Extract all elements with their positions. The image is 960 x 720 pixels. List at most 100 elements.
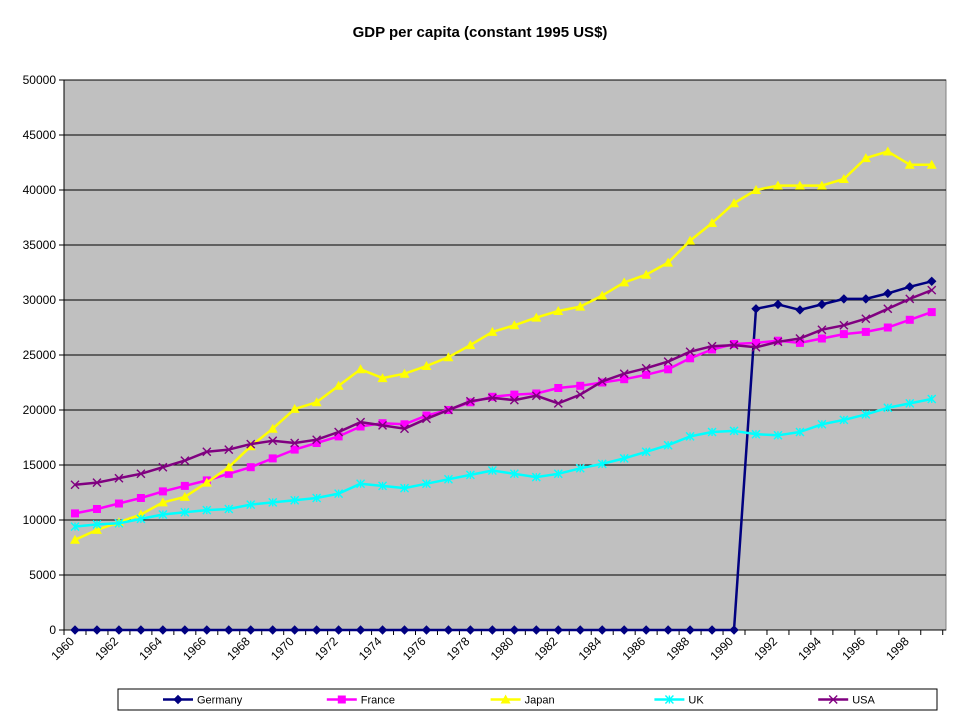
data-point (641, 625, 651, 635)
data-point (92, 625, 102, 635)
data-point (597, 376, 607, 386)
data-point (510, 390, 519, 399)
marker-stroke (663, 357, 673, 367)
marker-stroke (465, 396, 475, 406)
legend-label: Germany (197, 695, 243, 707)
data-point (816, 180, 827, 190)
data-point (158, 487, 167, 496)
legend-item-japan: Japan (490, 694, 555, 707)
data-point (685, 625, 695, 635)
marker-stroke (641, 363, 651, 373)
marker-stroke (861, 314, 871, 324)
data-point (356, 422, 365, 431)
marker-stroke (707, 341, 717, 351)
data-point (509, 469, 519, 479)
marker-stroke (421, 414, 431, 424)
data-point (421, 361, 432, 370)
data-point (136, 514, 146, 524)
marker-stroke (817, 325, 827, 335)
data-point (553, 306, 564, 315)
data-point (664, 365, 673, 374)
y-tick-label: 30000 (23, 293, 57, 307)
data-point (575, 390, 585, 400)
data-point (619, 453, 629, 463)
data-point (619, 277, 630, 287)
data-point (267, 423, 278, 433)
marker-stroke (839, 320, 849, 330)
marker-stroke (729, 340, 739, 350)
marker-stroke (751, 342, 761, 352)
data-point (487, 625, 498, 635)
data-point (531, 472, 541, 482)
data-point (707, 427, 717, 437)
series-line (74, 150, 932, 541)
data-point (173, 694, 183, 705)
x-tick-label: 1982 (532, 634, 561, 663)
data-point (620, 375, 629, 384)
data-point (400, 420, 409, 429)
x-axis-ticks: 1960 1962 1964 1966 1968 1970 1972 1974 1976 1978… (48, 630, 944, 663)
data-point (597, 459, 607, 469)
data-point (861, 314, 871, 324)
x-tick-label: 1974 (356, 634, 385, 663)
marker-stroke (268, 436, 278, 446)
y-tick-label: 50000 (23, 73, 57, 87)
y-tick-label: 15000 (23, 458, 57, 472)
data-point (311, 625, 322, 635)
data-point (290, 445, 299, 454)
data-point (685, 235, 696, 245)
data-point (400, 483, 410, 493)
data-point (861, 294, 871, 304)
y-tick-label: 20000 (23, 403, 57, 417)
x-tick-label: 1970 (268, 634, 297, 663)
data-point (553, 469, 563, 479)
data-point (839, 415, 849, 425)
data-point (838, 174, 849, 183)
data-point (355, 364, 366, 374)
x-tick-label: 1964 (136, 634, 165, 663)
data-point (509, 395, 519, 405)
data-point (883, 288, 893, 299)
data-point (289, 625, 300, 635)
data-point (356, 417, 366, 427)
marker-stroke (927, 285, 937, 295)
marker-stroke (400, 424, 410, 434)
data-point (927, 308, 936, 317)
data-point (399, 368, 410, 378)
data-point (926, 159, 937, 169)
data-point (246, 463, 255, 472)
data-point (664, 695, 674, 704)
x-tick-label: 1990 (707, 634, 736, 663)
data-point (500, 694, 511, 704)
data-point (114, 518, 124, 528)
data-point (707, 218, 718, 227)
data-point (794, 180, 805, 190)
series-japan (70, 146, 937, 544)
data-point (334, 489, 344, 499)
data-point (268, 436, 278, 446)
x-tick-label: 1998 (883, 634, 912, 663)
data-point (465, 396, 475, 406)
data-point (641, 363, 651, 373)
data-point (290, 495, 300, 505)
data-point (729, 426, 739, 436)
data-point (553, 625, 563, 635)
series-usa (70, 285, 937, 490)
data-point (114, 473, 124, 483)
data-point (883, 304, 893, 314)
data-point (575, 301, 586, 311)
x-tick-label: 1994 (795, 634, 824, 663)
data-point (465, 470, 475, 480)
marker-stroke (180, 456, 190, 466)
data-point (641, 447, 651, 457)
data-point (905, 282, 915, 292)
data-point (312, 439, 321, 447)
marker-stroke (136, 469, 146, 479)
data-point (443, 474, 453, 484)
data-point (333, 625, 344, 635)
data-point (157, 497, 168, 507)
data-point (729, 625, 739, 635)
legend-item-germany: Germany (163, 695, 243, 707)
marker-stroke (905, 294, 915, 304)
data-point (378, 419, 387, 428)
